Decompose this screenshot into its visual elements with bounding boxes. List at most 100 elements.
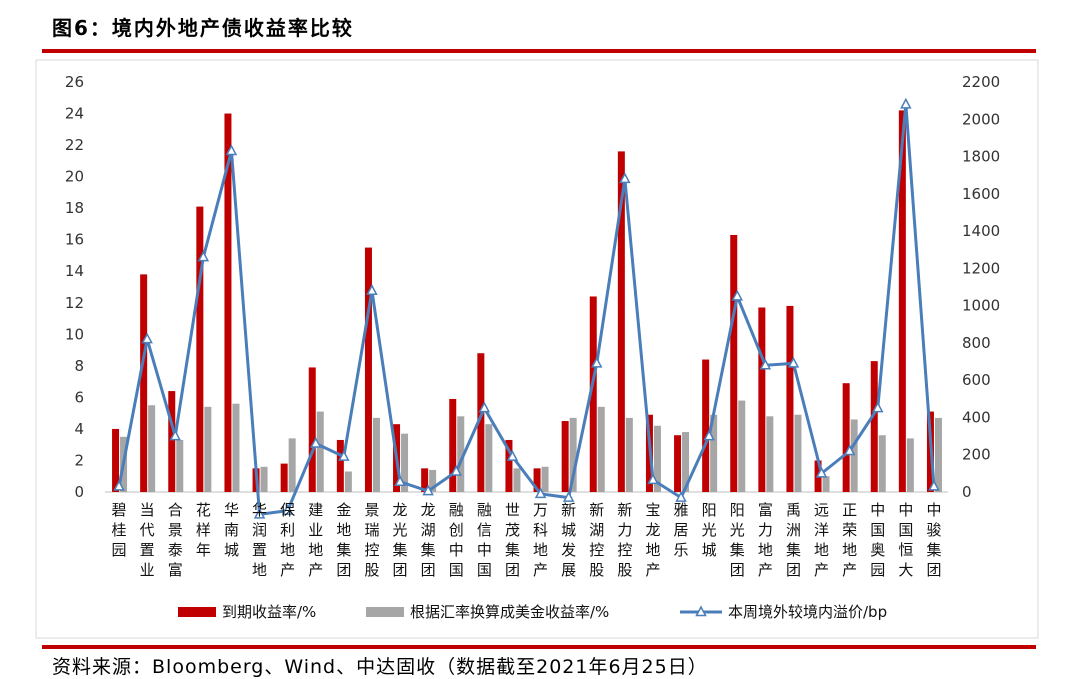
ytm-bar: [533, 468, 541, 492]
right-tick-label: 200: [962, 446, 991, 464]
legend-premium-label: 本周境外较境内溢价/bp: [728, 603, 887, 621]
right-tick-label: 0: [962, 483, 972, 501]
ytm-bar: [421, 468, 429, 492]
category-label: 阳光集团: [730, 501, 745, 579]
ytm-bar: [140, 274, 148, 492]
left-tick-label: 2: [74, 451, 84, 469]
category-label: 中国恒大: [898, 501, 913, 579]
left-tick-label: 16: [65, 231, 84, 249]
category-label: 中国奥园: [870, 501, 885, 579]
premium-marker: [310, 436, 322, 448]
premium-marker: [759, 358, 772, 370]
usd-yield-bar: [148, 405, 156, 492]
figure-title: 图6：境内外地产债收益率比较: [52, 16, 354, 40]
premium-marker: [872, 401, 884, 413]
premium-marker: [506, 449, 519, 461]
premium-line: [113, 97, 940, 519]
ytm-bar: [449, 398, 457, 492]
left-tick-label: 6: [74, 388, 84, 406]
usd-yield-bar: [569, 417, 577, 492]
usd-yield-bar: [766, 416, 774, 492]
usd-yield-bar: [176, 439, 184, 492]
ytm-bar: [589, 296, 597, 492]
usd-yield-bar: [316, 411, 324, 492]
premium-line-path: [117, 102, 936, 516]
usd-yield-bar: [457, 416, 465, 492]
usd-yield-bar: [906, 438, 914, 492]
category-label: 阳光城: [702, 501, 717, 559]
usd-yield-bar: [653, 425, 661, 492]
bottom-rule: [42, 645, 1036, 649]
usd-yield-bar: [232, 403, 240, 492]
ytm-bar: [674, 435, 682, 492]
usd-yield-bar: [204, 406, 212, 492]
premium-marker: [703, 429, 715, 441]
category-label: 金地集团: [336, 501, 351, 579]
ytm-bar: [758, 307, 766, 492]
usd-yield-bar: [513, 468, 521, 492]
ytm-bar: [112, 428, 120, 492]
usd-yield-bar: [260, 466, 268, 492]
legend: 到期收益率/% 根据汇率换算成美金收益率/% 本周境外较境内溢价/bp: [178, 603, 887, 621]
premium-marker: [731, 289, 743, 301]
category-label: 保利地产: [280, 501, 295, 579]
usd-yield-bar: [794, 414, 802, 492]
category-label: 碧桂园: [112, 501, 127, 559]
legend-ytm-label: 到期收益率/%: [222, 603, 316, 621]
premium-marker: [787, 356, 800, 368]
usd-yield-bar: [401, 433, 409, 492]
usd-yield-bar: [625, 417, 633, 492]
ytm-bar: [280, 463, 288, 492]
category-label: 华润置地: [252, 501, 267, 579]
usd-yield-bar: [429, 469, 437, 492]
right-tick-label: 2200: [962, 73, 1000, 91]
usd-yield-bar: [344, 471, 352, 492]
ytm-bar: [477, 353, 485, 492]
ytm-bar: [870, 361, 878, 492]
right-tick-label: 2000: [962, 110, 1000, 128]
category-label: 新湖控股: [589, 501, 604, 579]
ytm-bar: [505, 439, 513, 492]
category-label: 远洋地产: [814, 501, 829, 579]
right-tick-label: 1200: [962, 259, 1000, 277]
premium-marker: [197, 250, 210, 262]
ytm-bar: [224, 113, 232, 493]
premium-marker: [478, 401, 491, 413]
premium-marker: [169, 429, 181, 441]
category-label: 宝龙地产: [645, 501, 660, 579]
usd-yield-bar: [822, 476, 830, 492]
premium-marker: [338, 449, 350, 461]
left-tick-label: 14: [65, 262, 84, 280]
top-rule: [42, 49, 1036, 53]
usd-yield-bar: [372, 417, 380, 492]
legend-usd-swatch: [366, 607, 404, 617]
ytm-bar: [196, 206, 204, 493]
right-axis: 0 200 400 600 800 1000 1200 1400 1600 1800 2000 220…: [962, 73, 1000, 501]
left-tick-label: 18: [65, 199, 84, 217]
source-note: 资料来源：Bloomberg、Wind、中达固收（数据截至2021年6月25日）: [52, 656, 708, 678]
left-tick-label: 12: [65, 294, 84, 312]
legend-usd-label: 根据汇率换算成美金收益率/%: [410, 603, 609, 621]
right-tick-label: 400: [962, 408, 991, 426]
category-label: 龙光集团: [393, 501, 408, 579]
category-label: 景瑞控股: [364, 501, 379, 579]
category-label: 世茂集团: [505, 501, 520, 579]
category-label: 新城发展: [561, 501, 576, 579]
right-tick-label: 1600: [962, 185, 1000, 203]
right-tick-label: 800: [962, 334, 991, 352]
usd-yield-bar: [878, 435, 886, 492]
premium-marker: [619, 172, 631, 184]
premium-marker: [422, 484, 434, 496]
category-label: 建业地产: [308, 501, 323, 579]
premium-marker: [225, 144, 238, 156]
usd-yield-bar: [710, 414, 718, 492]
right-tick-label: 1800: [962, 148, 1000, 166]
left-tick-label: 0: [74, 483, 84, 501]
category-label: 禹洲集团: [786, 501, 801, 579]
premium-marker: [900, 97, 912, 109]
category-label: 富力地产: [758, 501, 773, 579]
category-label: 融信中国: [477, 501, 492, 579]
ytm-bar: [730, 234, 738, 492]
ytm-bar: [702, 359, 710, 492]
